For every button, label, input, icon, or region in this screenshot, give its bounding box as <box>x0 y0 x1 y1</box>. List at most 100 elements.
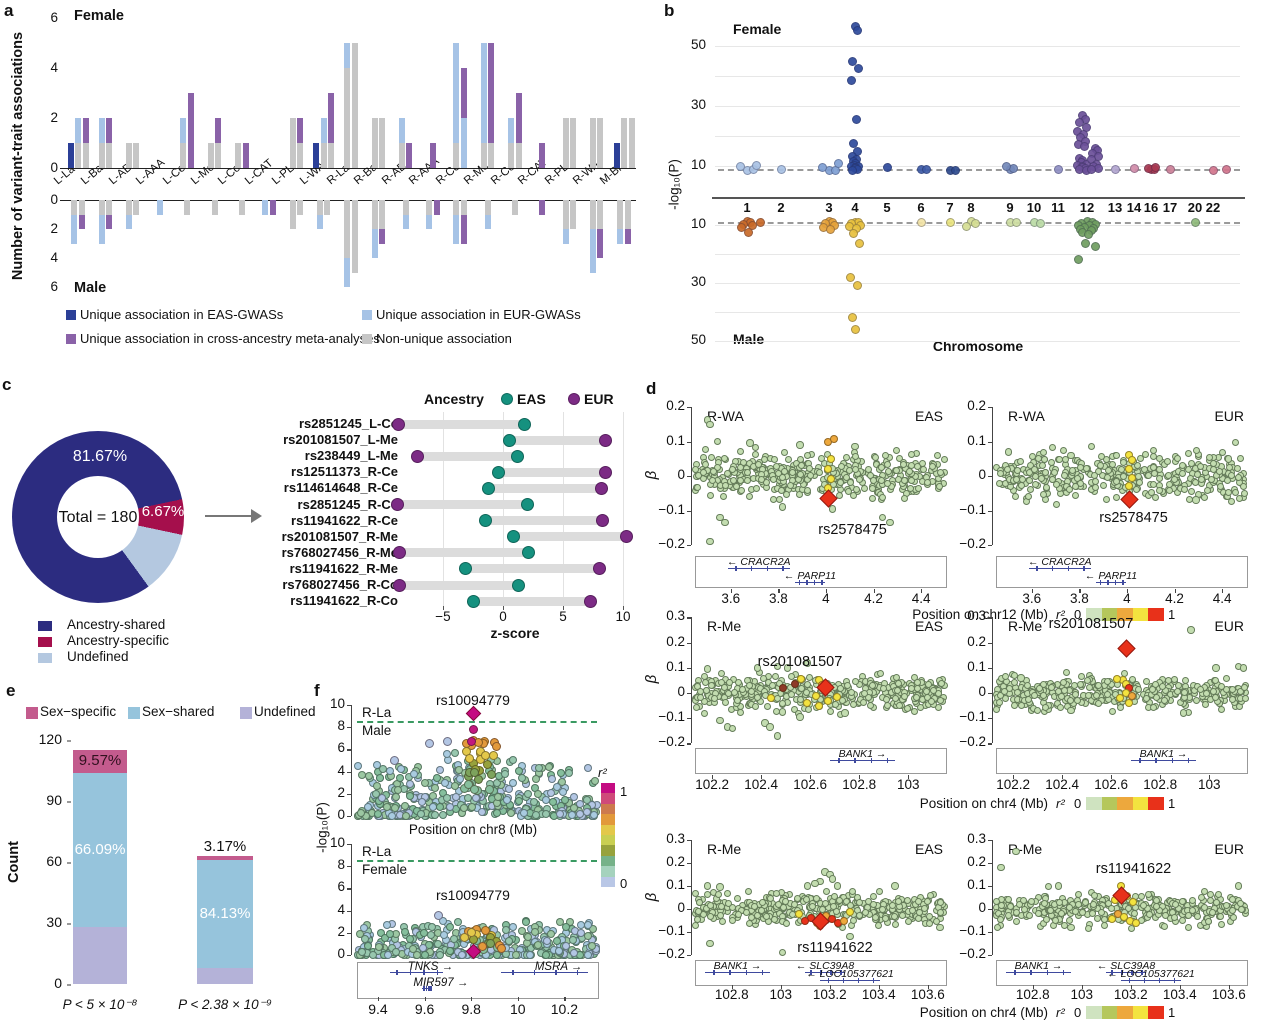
region-point <box>1171 901 1179 908</box>
panel-f-ytick: 2 <box>337 784 345 800</box>
region-point <box>879 905 887 913</box>
panel-d-ytick: −0.1 <box>959 923 986 938</box>
panel-d-tickmark <box>687 693 691 695</box>
panel-a-bar-segment <box>320 143 327 168</box>
panel-f-ytick: 8 <box>337 857 345 873</box>
panel-b-chrom-label: 11 <box>1051 200 1065 215</box>
region-point <box>1181 677 1189 685</box>
dumbbell-connector <box>465 564 599 574</box>
dumbbell-eur-dot <box>393 546 407 560</box>
locus-point <box>357 771 366 780</box>
panel-a-bar-segment <box>624 229 631 244</box>
panel-a-bar-segment <box>480 143 487 168</box>
region-point <box>1040 490 1047 498</box>
region-point <box>797 470 805 478</box>
region-point <box>803 486 811 494</box>
region-point <box>1224 455 1233 463</box>
panel-f-colorbar-segment <box>601 814 615 825</box>
panel-a-bar-segment <box>67 143 74 168</box>
region-point <box>752 450 760 458</box>
panel-a-female-label: Female <box>74 8 124 24</box>
panel-d-xtick-label: 4 <box>1123 591 1131 606</box>
region-point <box>881 914 889 922</box>
panel-d-xtick-label: 4.2 <box>1165 591 1184 606</box>
region-point <box>1108 707 1116 715</box>
locus-point <box>469 724 478 734</box>
panel-a-bar-segment <box>589 200 596 229</box>
dumbbell-gridline <box>563 412 564 608</box>
panel-d-xtick-label: 103 <box>1197 777 1221 792</box>
region-point <box>905 917 912 925</box>
panel-a-bar-segment <box>617 200 624 229</box>
panel-a-bar-segment <box>78 214 85 229</box>
dumbbell-connector <box>498 467 605 477</box>
region-point <box>714 891 722 899</box>
manhattan-point <box>1074 255 1084 265</box>
region-point <box>1082 464 1090 472</box>
dumbbell-eas-dot <box>521 546 535 560</box>
region-point <box>770 455 778 463</box>
region-point <box>1057 703 1065 711</box>
panel-f-colorbar-segment <box>601 793 615 804</box>
panel-e-bar-segment <box>73 927 127 984</box>
panel-b-gridline <box>715 76 1240 77</box>
panel-d-tickmark <box>687 667 691 669</box>
region-point <box>778 503 787 511</box>
panel-d-tickmark <box>988 743 992 745</box>
panel-a-bar-segment <box>597 200 604 229</box>
region-cluster-point <box>767 694 775 703</box>
region-cluster-point <box>1128 455 1137 464</box>
panel-e-legend-swatch <box>128 707 140 719</box>
manhattan-point <box>1079 142 1089 152</box>
lead-snp-diamond <box>465 706 482 722</box>
panel-d-ytick: 0 <box>978 467 986 482</box>
region-cluster-point <box>815 701 823 710</box>
panel-b-gridline <box>715 341 1240 342</box>
panel-d-r2-swatch <box>1086 797 1102 810</box>
region-point <box>1017 457 1025 465</box>
region-point <box>1134 685 1142 693</box>
panel-f-axis <box>351 844 352 955</box>
panel-b-chrom-label: 9 <box>1006 200 1014 215</box>
manhattan-point <box>1083 229 1093 239</box>
panel-a-bar-segment <box>460 214 467 244</box>
region-point <box>1184 924 1192 932</box>
panel-e-pct-label: 9.57% <box>78 752 122 770</box>
panel-a-bar-segment <box>106 143 113 168</box>
locus-point <box>431 783 440 792</box>
panel-d-r2-max: 1 <box>1168 607 1176 622</box>
panel-d-r2-max: 1 <box>1168 796 1176 811</box>
panel-a-ytick: 4 <box>50 250 58 265</box>
region-point <box>833 882 842 890</box>
dumbbell-tick <box>443 606 444 610</box>
locus-point <box>531 775 540 784</box>
region-point <box>919 466 927 474</box>
gene-label: ← LOC105377621 <box>1107 968 1195 980</box>
panel-e-tickmark <box>67 923 71 925</box>
panel-f-ytick: 10 <box>329 835 345 850</box>
region-point <box>733 895 741 903</box>
region-point <box>1017 674 1025 682</box>
panel-e-letter: e <box>6 681 16 700</box>
region-point <box>1113 477 1121 485</box>
region-point <box>790 900 798 908</box>
gene-label: ← LOC105377621 <box>806 968 894 980</box>
panel-a-bar-segment <box>371 118 378 168</box>
dumbbell-xtick-label: 5 <box>559 609 567 624</box>
panel-e-legend-label: Sex−specific <box>40 704 117 719</box>
panel-b-chrom-label: 12 <box>1079 200 1095 215</box>
region-point <box>1129 675 1137 683</box>
panel-a-bar-segment <box>453 214 460 244</box>
panel-a-bar-segment <box>484 200 491 215</box>
panel-d-xtick-label: 103.4 <box>1162 987 1197 1002</box>
dumbbell-xlabel: z-score <box>490 625 540 641</box>
region-cluster-point <box>840 916 848 925</box>
panel-f-trait-tag: R-La <box>362 705 392 720</box>
region-point <box>771 915 779 923</box>
panel-a-bar-segment <box>98 118 105 143</box>
region-point <box>1142 694 1150 702</box>
panel-d-xtick-label: 102.8 <box>714 987 749 1002</box>
panel-a-bar-segment <box>125 200 132 215</box>
panel-e-ytick: 0 <box>54 975 62 991</box>
locus-point <box>382 802 391 811</box>
